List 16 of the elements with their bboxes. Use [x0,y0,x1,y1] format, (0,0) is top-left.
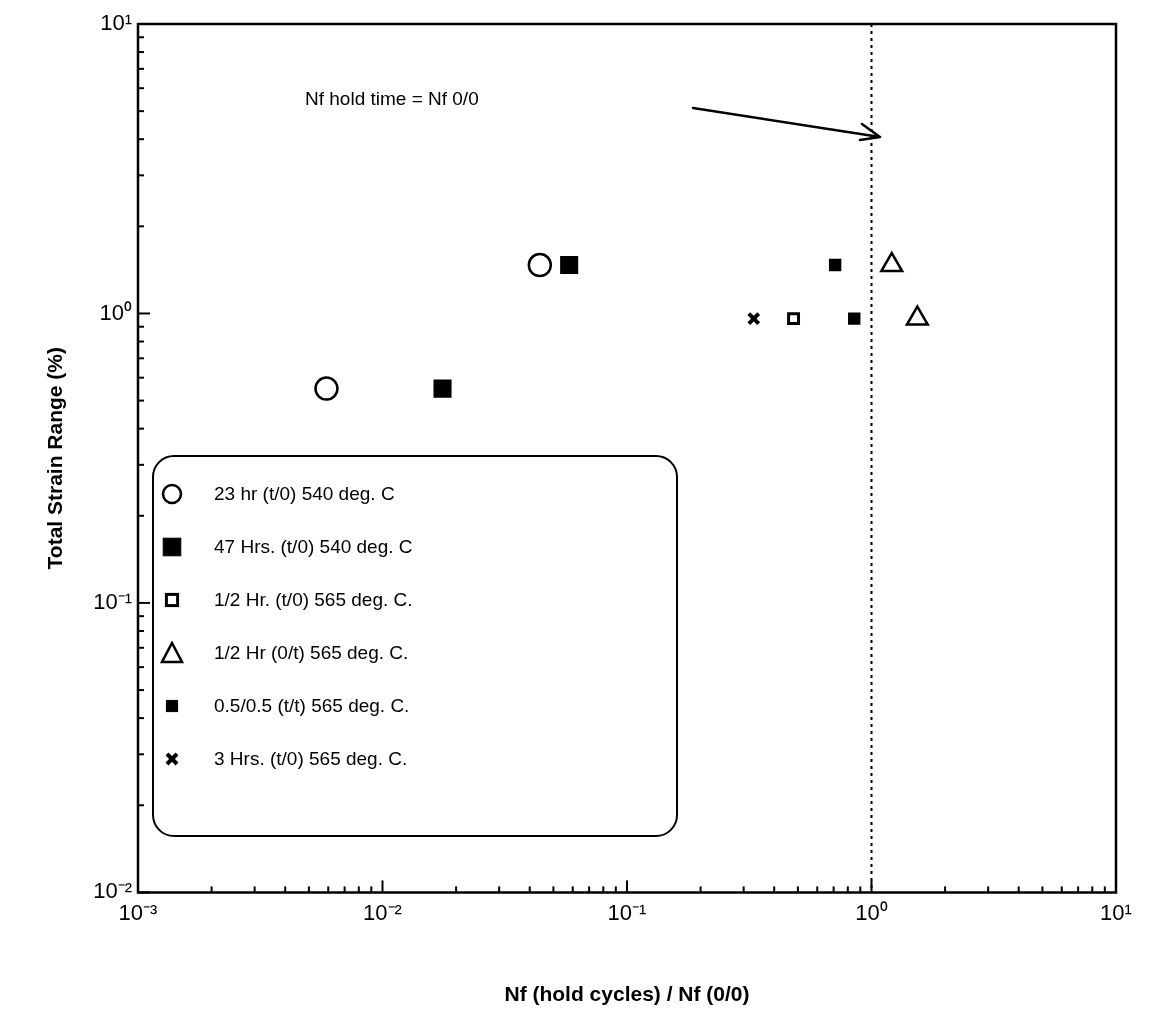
legend-label: 47 Hrs. (t/0) 540 deg. C [214,535,413,558]
legend-label: 3 Hrs. (t/0) 565 deg. C. [214,747,408,770]
x-tick-label: 10⁻¹ [607,899,647,925]
legend-label: 0.5/0.5 (t/t) 565 deg. C. [214,694,410,717]
y-axis-title: Total Strain Range (%) [43,346,67,570]
x-tick-label: 10¹ [1100,899,1132,925]
annotation: Nf hold time = Nf 0/0 [305,88,479,110]
y-tick-label: 10¹ [100,10,132,36]
x-axis-title: Nf (hold cycles) / Nf (0/0) [504,982,750,1006]
x-tick-label: 10⁻² [363,899,402,925]
y-tick-label: 10⁻¹ [93,589,132,614]
legend-label: 1/2 Hr. (t/0) 565 deg. C. [214,588,413,611]
legend-label: 23 hr (t/0) 540 deg. C [214,482,395,505]
legend-label: 1/2 Hr (0/t) 565 deg. C. [214,641,409,664]
x-tick-label: 10⁰ [855,899,888,925]
y-tick-label: 10⁰ [99,299,132,325]
